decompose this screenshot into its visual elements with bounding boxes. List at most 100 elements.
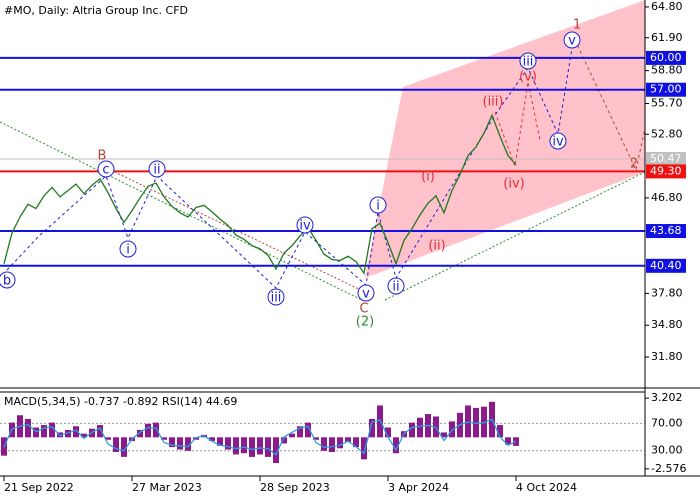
macd-bar [25,418,31,438]
y-tick-label: 52.80 [651,127,683,140]
macd-bar [209,437,215,441]
macd-bar [185,437,191,451]
wave-label: i [126,243,130,258]
x-tick-label: 4 Oct 2024 [516,481,577,494]
macd-bar [257,437,263,455]
y-tick-label: 37.80 [651,286,683,299]
macd-bar [441,432,447,438]
macd-bar [417,417,423,438]
macd-bar [113,437,119,452]
wave-circle [148,160,166,178]
wave-circle [357,284,375,302]
wave-label: iii [271,291,282,306]
wave-circle [0,271,16,289]
wave-circle [563,31,581,49]
y-tick-label: 61.90 [651,31,683,44]
macd-bar [33,427,39,438]
wave-label: iv [299,219,311,234]
wave-label: v [362,287,370,302]
macd-bar [217,437,223,446]
macd-bar [49,422,55,438]
indicator-plot [0,401,645,464]
price-line [3,113,517,275]
macd-bar [497,425,503,438]
x-tick-label: 21 Sep 2022 [4,481,74,494]
level-label: 49.30 [650,164,682,177]
macd-bar [385,427,391,438]
wave-label: ii [392,280,399,295]
wave-label: (2) [356,315,374,330]
wave-label: (ii) [428,239,445,254]
indicator-title: MACD(5,34,5) -0.737 -0.892 RSI(14) 44.69 [4,395,237,408]
level-tag [646,50,686,65]
y-tick-label: 46.80 [651,191,683,204]
macd-bar [97,425,103,438]
wave-circle [296,216,314,234]
macd-bar [153,422,159,438]
chart-title: #MO, Daily: Altria Group Inc. CFD [4,4,188,17]
trend-line [0,121,363,301]
wave-label: b [3,274,11,289]
macd-bar [265,437,271,457]
macd-bar [305,422,311,438]
macd-bar [505,437,511,445]
y2-tick-label: 70.00 [651,416,683,429]
y-tick-label: 58.80 [651,64,683,77]
macd-bar [177,437,183,450]
macd-bar [281,437,287,444]
wave-circle [97,160,115,178]
macd-bar [313,437,319,440]
wave-label: (iv) [503,177,524,192]
macd-bar [81,433,87,438]
wave-label: C [359,302,368,317]
wave-label: v [568,34,576,49]
macd-bar [241,437,247,454]
level-label: 43.68 [650,224,682,237]
wave-circle [519,52,537,70]
wave-label: i [376,199,380,214]
macd-bar [353,437,359,448]
macd-bar [297,426,303,438]
y-tick-label: 3.202 [651,391,683,404]
wave-circle [387,277,405,295]
wave-circle [369,196,387,214]
y2-tick-label: 30.00 [651,444,683,457]
trend-line [384,171,646,301]
wave-circle [119,240,137,258]
x-tick-label: 3 Apr 2024 [388,481,449,494]
wave-label: B [98,149,107,164]
macd-bar [473,407,479,438]
macd-bar [273,437,279,464]
wave-circle [267,288,285,306]
level-label: 57.00 [650,83,682,96]
macd-bar [105,437,111,440]
level-tag [646,224,686,239]
wave-label: iii [523,55,534,70]
level-label: 60.00 [650,51,682,64]
y-tick-label: 55.70 [651,97,683,110]
macd-bar [65,429,71,438]
wave-label: ii [153,163,160,178]
level-tag [646,258,686,273]
macd-bar [345,437,351,443]
macd-bar [73,426,79,438]
wave-label: c [102,163,109,178]
price-line [3,418,517,456]
level-label: 50.47 [650,152,682,165]
macd-bar [409,422,415,438]
macd-bar [329,437,335,452]
macd-bar [337,437,343,449]
macd-bar [289,433,295,438]
macd-bar [145,423,151,438]
trend-line [99,164,366,293]
macd-bar [169,437,175,448]
macd-bar [121,437,127,457]
wave-circle [549,132,567,150]
wave-label: iv [552,135,564,150]
macd-bar [41,425,47,438]
macd-bar [233,437,239,455]
level-tag [646,82,686,97]
y-tick-label: 34.80 [651,318,683,331]
